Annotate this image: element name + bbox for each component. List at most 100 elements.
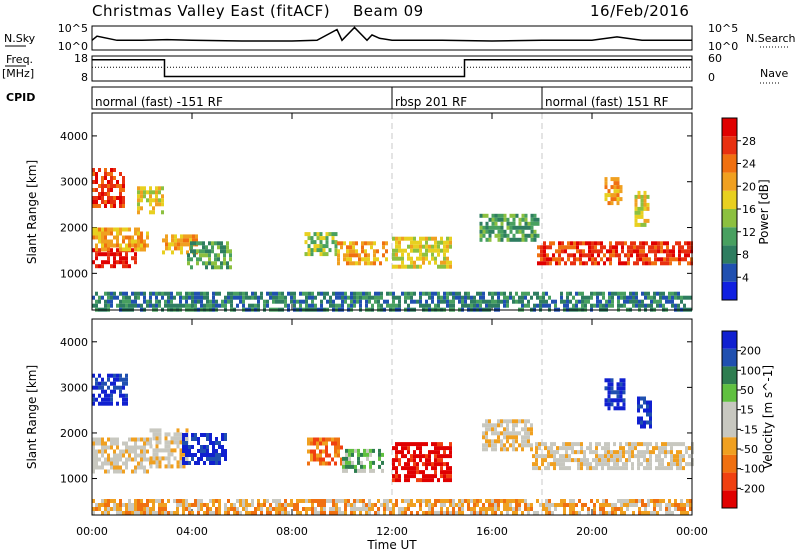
scatter-cell — [482, 447, 485, 452]
scatter-cell — [143, 247, 146, 252]
scatter-cell — [512, 447, 515, 452]
scatter-cell — [646, 408, 649, 413]
scatter-cell — [137, 194, 140, 199]
scatter-cell — [199, 241, 202, 246]
scatter-cell — [122, 299, 125, 304]
scatter-cell — [218, 461, 221, 465]
scatter-cell — [446, 256, 449, 261]
scatter-cell — [377, 507, 380, 511]
scatter-cell — [491, 499, 494, 503]
scatter-cell — [355, 261, 358, 266]
scatter-cell — [649, 462, 652, 467]
scatter-cell — [646, 458, 649, 463]
scatter-cell — [158, 186, 161, 191]
scatter-cell — [613, 177, 617, 182]
scatter-cell — [362, 291, 365, 296]
scatter-cell — [128, 449, 131, 454]
scatter-cell — [410, 442, 413, 447]
scatter-cell — [355, 249, 358, 254]
scatter-cell — [509, 291, 512, 296]
scatter-cell — [446, 295, 449, 300]
scatter-cell — [425, 454, 428, 459]
scatter-cell — [197, 437, 200, 441]
scatter-cell — [211, 265, 214, 270]
colorbar-tick-label: 100 — [740, 364, 761, 377]
scatter-cell — [491, 225, 495, 230]
scatter-cell — [599, 291, 602, 296]
scatter-cell — [609, 261, 612, 266]
scatter-cell — [344, 511, 347, 515]
scatter-cell — [568, 442, 571, 447]
scatter-cell — [190, 249, 193, 254]
scatter-cell — [639, 245, 642, 250]
scatter-cell — [607, 454, 610, 459]
scatter-cell — [373, 249, 376, 254]
scatter-cell — [369, 468, 372, 473]
scatter-cell — [212, 453, 215, 457]
scatter-cell — [485, 507, 488, 511]
scatter-cell — [363, 452, 366, 457]
scatter-cell — [434, 240, 437, 245]
scatter-cell — [101, 231, 104, 236]
scatter-cell — [214, 265, 217, 270]
scatter-cell — [637, 462, 640, 467]
cpid-label: CPID — [6, 91, 35, 104]
scatter-cell — [634, 218, 638, 223]
scatter-cell — [113, 235, 116, 240]
scatter-cell — [607, 189, 611, 194]
scatter-cell — [634, 214, 638, 219]
scatter-cell — [347, 303, 350, 308]
scatter-cell — [631, 450, 634, 455]
scatter-cell — [401, 248, 404, 253]
colorbar-swatch — [722, 472, 737, 491]
scatter-cell — [643, 218, 647, 223]
scatter-cell — [164, 456, 168, 461]
scatter-cell — [161, 456, 165, 461]
scatter-cell — [236, 507, 239, 511]
scatter-cell — [565, 458, 568, 463]
scatter-cell — [266, 507, 269, 511]
scatter-cell — [607, 390, 611, 395]
scatter-cell — [677, 507, 680, 511]
scatter-cell — [428, 511, 431, 515]
velocity-panel: Slant Range [km] Time UT 100020003000400… — [25, 318, 694, 552]
scatter-cell — [338, 507, 341, 511]
scatter-cell — [616, 402, 620, 407]
scatter-cell — [125, 295, 128, 300]
scatter-cell — [217, 245, 220, 250]
scatter-cell — [443, 260, 446, 265]
scatter-cell — [350, 299, 353, 304]
scatter-cell — [635, 299, 638, 304]
scatter-cell — [636, 249, 639, 254]
scatter-cell — [128, 507, 131, 511]
scatter-cell — [597, 241, 600, 246]
colorbar-tick-label: -100 — [740, 463, 765, 476]
scatter-cell — [554, 503, 557, 507]
scatter-cell — [296, 499, 299, 503]
scatter-cell — [428, 507, 431, 511]
scatter-cell — [458, 507, 461, 511]
scatter-cell — [629, 499, 632, 503]
scatter-cell — [209, 437, 212, 441]
scatter-cell — [110, 291, 113, 296]
colorbar-tick-label: 8 — [742, 249, 749, 262]
colorbar-swatch — [722, 490, 737, 508]
scatter-cell — [203, 449, 206, 453]
scatter-cell — [419, 478, 422, 483]
scatter-cell — [224, 437, 227, 441]
scatter-cell — [613, 450, 616, 455]
scatter-cell — [164, 299, 167, 304]
scatter-cell — [302, 499, 305, 503]
scatter-cell — [320, 299, 323, 304]
scatter-cell — [119, 252, 122, 257]
scatter-cell — [656, 303, 659, 308]
scatter-cell — [458, 291, 461, 296]
scatter-cell — [199, 253, 202, 258]
scatter-cell — [686, 511, 689, 515]
scatter-cell — [431, 244, 434, 249]
scatter-cell — [215, 457, 218, 461]
scatter-cell — [521, 229, 525, 234]
scatter-cell — [95, 299, 98, 304]
scatter-cell — [173, 303, 176, 308]
scatter-cell — [518, 229, 522, 234]
